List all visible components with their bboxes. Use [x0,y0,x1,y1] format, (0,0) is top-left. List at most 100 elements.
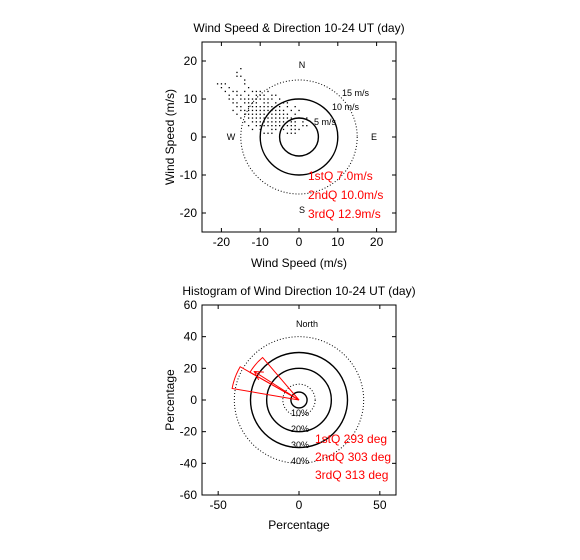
data-point [294,121,296,123]
dir-quartile-label-3: 3rdQ 313 deg [315,468,388,482]
chart1-xtick-label: 0 [296,235,303,249]
data-point [259,94,261,96]
chart1-ytick-label: 0 [190,130,197,144]
data-point [267,109,269,112]
data-point [294,128,296,131]
data-point [251,98,254,100]
data-point [240,109,242,112]
chart1-ytick-label: 20 [184,54,198,68]
data-point [306,117,308,119]
data-point [240,106,242,108]
data-point [275,109,277,112]
data-point [267,132,269,134]
data-point [286,102,289,104]
median-direction-arrow [253,371,300,401]
data-point [275,106,277,108]
north-label: North [296,319,318,329]
chart2-ytick-label: 60 [184,298,198,312]
data-point [263,117,265,119]
ring-label-10: 10 m/s [332,102,360,112]
data-point [255,125,258,127]
data-point [275,128,277,131]
compass-n: N [299,60,306,70]
data-point [244,121,246,123]
data-point [216,83,219,85]
data-point [263,121,265,123]
data-point [240,94,242,96]
data-point [271,117,273,119]
data-point [298,117,300,119]
data-point [247,117,250,119]
chart1-ytick-label: -20 [180,206,198,220]
dir-quartile-label-2: 2ndQ 303 deg [315,450,391,464]
chart2-xtick-label: 50 [373,498,387,512]
data-point [228,98,230,100]
data-point [251,109,254,112]
data-point [267,121,269,123]
data-point [244,113,246,115]
data-point [294,106,296,108]
ring-label-40pct: 40% [291,456,309,466]
chart1-xlabel: Wind Speed (m/s) [251,256,347,270]
data-point [267,125,269,127]
compass-w: W [227,132,236,142]
ring-label-15: 15 m/s [342,88,370,98]
ring-label-10pct: 10% [291,408,309,418]
quartile-label-2: 2ndQ 10.0m/s [308,188,383,202]
data-point [279,98,281,100]
data-point [232,98,234,100]
data-point [236,102,238,104]
chart2-xtick-label: 0 [296,498,303,512]
data-point [263,94,265,96]
data-point [294,113,296,115]
data-point [282,102,285,104]
ring-label-5: 5 m/s [314,117,337,127]
percent-ring [233,336,365,464]
data-point [236,113,238,115]
data-point [255,121,258,123]
data-point [286,132,289,134]
data-point [275,125,277,127]
data-point [290,109,292,112]
chart1-ylabel: Wind Speed (m/s) [163,89,177,185]
chart2-ytick-label: -60 [180,488,198,502]
data-point [255,102,258,104]
chart1-title: Wind Speed & Direction 10-24 UT (day) [193,21,404,35]
data-point [275,94,277,96]
chart2-ticks: -50 0 50 60 40 20 0 -20 -40 -60 [180,298,396,512]
chart2-rings [233,336,365,464]
data-point [220,87,223,89]
data-point [255,94,258,96]
data-point [275,113,277,115]
speed-ring [259,98,339,176]
data-point [244,102,246,104]
data-point [298,128,300,131]
data-point [286,113,289,115]
percent-ring [249,351,349,449]
data-point [263,102,265,104]
chart2-ylabel: Percentage [163,369,177,431]
data-point [279,106,281,108]
median-arrow-head [253,370,264,381]
data-point [244,90,246,93]
chart1-ytick-label: 10 [184,92,198,106]
data-point [263,109,265,112]
data-point [236,90,238,93]
ring-label-30pct: 30% [291,440,309,450]
data-point [263,106,265,108]
data-point [259,117,261,119]
data-point [263,125,265,127]
chart2-xtick-label: -50 [209,498,227,512]
data-point [228,87,230,89]
data-point [290,121,292,123]
data-point [240,75,242,77]
data-point [279,109,281,112]
data-point [247,106,250,108]
chart1-ytick-label: -10 [180,168,198,182]
data-point [232,90,234,93]
data-point [279,125,281,127]
data-point [263,98,265,100]
data-point [251,128,254,131]
data-point [271,128,273,131]
data-point [244,79,246,81]
